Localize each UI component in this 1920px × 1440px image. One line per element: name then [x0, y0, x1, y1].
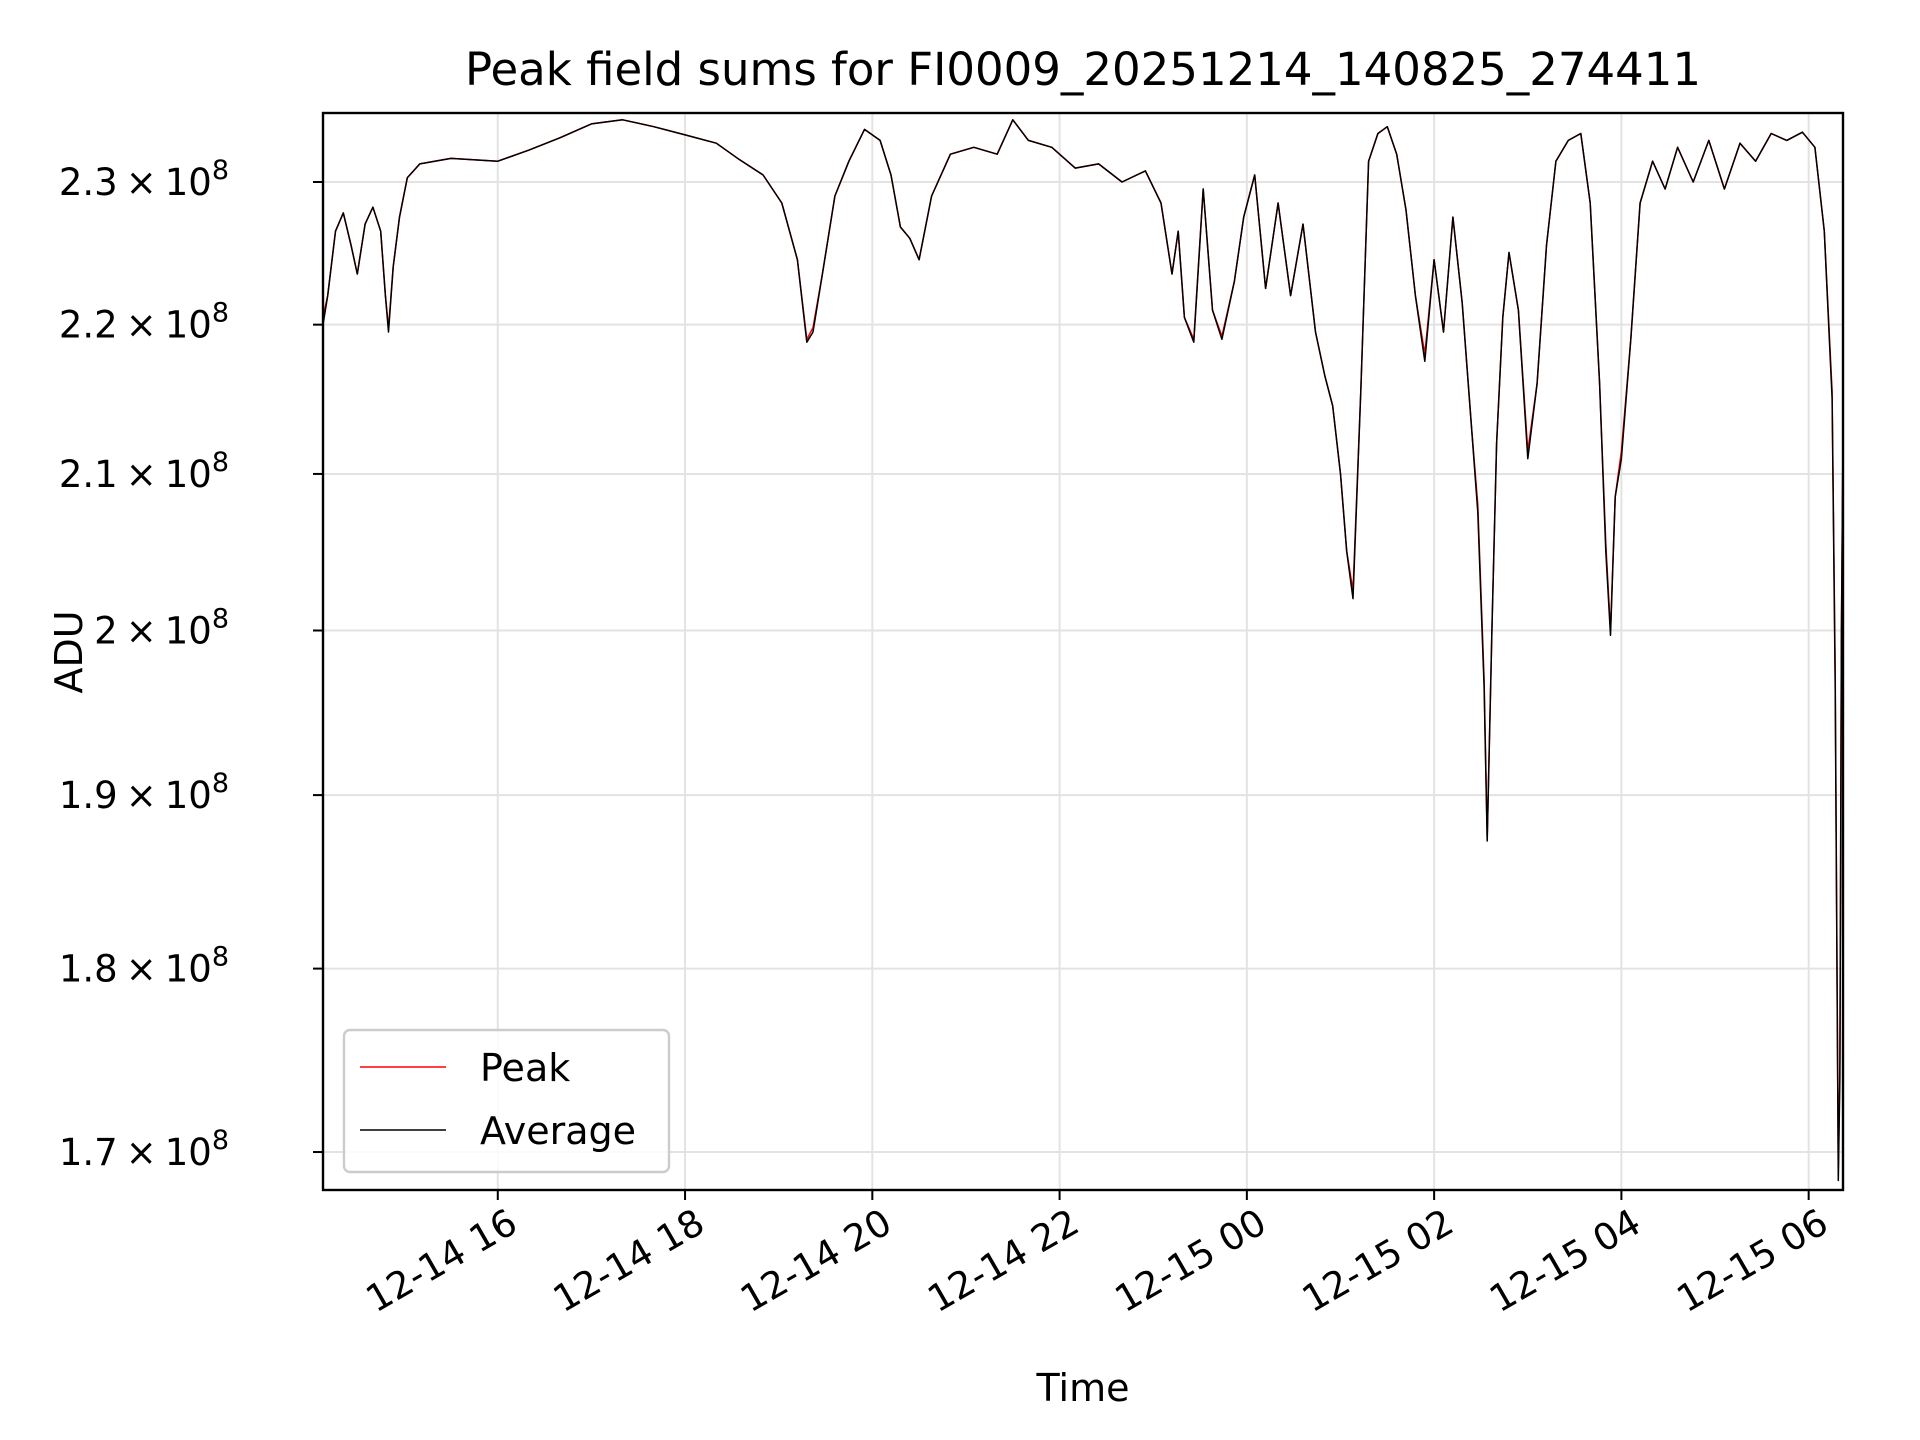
y-tick-label: 2.2 × 108: [59, 298, 229, 347]
y-tick-base: 10: [165, 774, 212, 817]
y-tick-exponent: 8: [212, 447, 229, 478]
y-tick-times: ×: [126, 610, 157, 653]
y-tick-label: 2.1 × 108: [59, 447, 229, 496]
y-tick-label: 2 × 108: [94, 604, 229, 653]
y-tick-label: 1.9 × 108: [59, 768, 229, 817]
series-layer: [323, 119, 1843, 1182]
series-line-average: [323, 119, 1843, 1182]
y-tick-label: 1.7 × 108: [59, 1125, 229, 1174]
legend-label-peak: Peak: [480, 1046, 570, 1090]
y-tick-times: ×: [126, 304, 157, 347]
y-tick-exponent: 8: [212, 604, 229, 635]
y-tick-mantissa: 2.3: [59, 161, 118, 204]
y-tick-base: 10: [165, 161, 212, 204]
y-tick-base: 10: [165, 948, 212, 991]
y-tick-times: ×: [126, 1131, 157, 1174]
y-tick-mantissa: 2: [94, 610, 118, 653]
y-tick-mantissa: 2.1: [59, 453, 118, 496]
y-tick-label: 1.8 × 108: [59, 942, 229, 991]
y-tick-times: ×: [126, 948, 157, 991]
y-tick-label: 2.3 × 108: [59, 155, 229, 204]
y-tick-base: 10: [165, 304, 212, 347]
y-tick-times: ×: [126, 774, 157, 817]
y-tick-times: ×: [126, 161, 157, 204]
y-tick-mantissa: 1.9: [59, 774, 118, 817]
y-tick-exponent: 8: [212, 155, 229, 186]
legend: Peak Average: [342, 1028, 671, 1174]
y-tick-base: 10: [165, 1131, 212, 1174]
y-tick-mantissa: 2.2: [59, 304, 118, 347]
y-tick-mantissa: 1.7: [59, 1131, 118, 1174]
y-tick-mantissa: 1.8: [59, 948, 118, 991]
y-tick-exponent: 8: [212, 1125, 229, 1156]
y-tick-base: 10: [165, 610, 212, 653]
y-tick-base: 10: [165, 453, 212, 496]
chart-title: Peak field sums for FI0009_20251214_1408…: [465, 43, 1701, 96]
y-axis-label: ADU: [47, 610, 91, 693]
y-tick-exponent: 8: [212, 942, 229, 973]
x-axis-label: Time: [1036, 1366, 1130, 1410]
legend-label-average: Average: [480, 1109, 636, 1153]
y-tick-exponent: 8: [212, 768, 229, 799]
y-tick-exponent: 8: [212, 298, 229, 329]
plot-frame: [321, 111, 1845, 1192]
legend-box: [342, 1028, 671, 1174]
y-tick-times: ×: [126, 453, 157, 496]
